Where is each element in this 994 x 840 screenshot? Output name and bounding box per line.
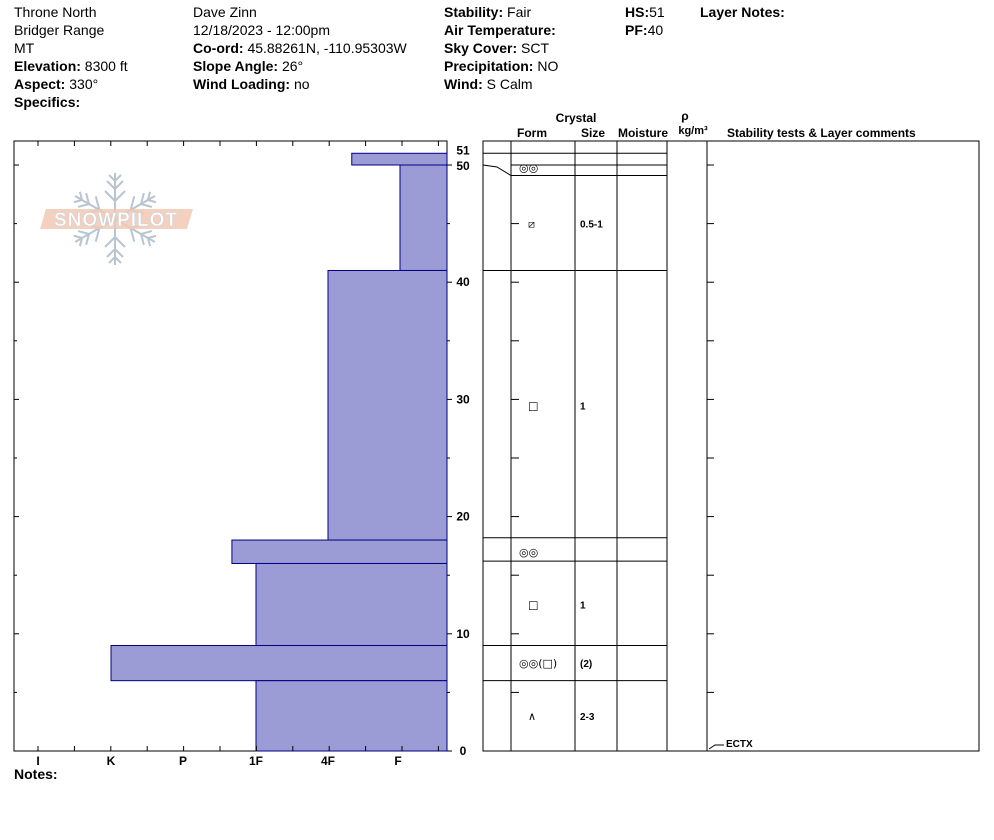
header-col1: Throne North Bridger Range MT Elevation:…	[14, 3, 128, 111]
crystal-table-rows: ◎◎ ⧄ 0.5-1 □ 1 ◎◎ □ 1 ◎◎(□) (2) ∧ 2-3	[482, 152, 667, 723]
hardness-tick-label: I	[36, 754, 39, 768]
air-temperature: Air Temperature:	[444, 22, 556, 38]
depth-axis: 0 10 20 30 40 50 51	[456, 143, 470, 758]
stability-test-pointer	[708, 744, 724, 750]
hardness-bar	[255, 680, 448, 752]
header-form: Form	[517, 126, 547, 140]
header-crystal: Crystal	[556, 111, 597, 125]
crystal-size-label: (2)	[580, 659, 592, 670]
depth-tick-label: 40	[456, 275, 470, 289]
crystal-form-symbol: ◎◎	[519, 161, 538, 174]
depth-tick-label: 51	[456, 143, 470, 157]
depth-tick-label: 50	[456, 159, 470, 173]
location-name: Throne North	[14, 4, 97, 20]
hardness-tick-label: 4F	[321, 754, 335, 768]
coordinates: Co-ord: 45.88261N, -110.95303W	[193, 40, 407, 56]
hardness-tick-label: P	[179, 754, 187, 768]
crystal-form-symbol: ⧄	[528, 218, 535, 231]
crystal-form-symbol: ∧	[528, 710, 536, 723]
elevation: Elevation: 8300 ft	[14, 58, 128, 74]
header-stability-tests: Stability tests & Layer comments	[727, 126, 916, 140]
pit-depth: PF:40	[625, 22, 664, 38]
plot-ticks	[14, 141, 452, 752]
observer-name: Dave Zinn	[193, 4, 257, 20]
header-density-unit: kg/m³	[678, 125, 708, 137]
wind-loading: Wind Loading: no	[193, 76, 310, 92]
hardness-tick-label: F	[394, 754, 401, 768]
crystal-form-symbol: ◎◎(□)	[519, 657, 557, 670]
crystal-form-symbol: □	[528, 599, 538, 612]
depth-tick-label: 30	[456, 392, 470, 406]
hardness-bar	[231, 539, 448, 564]
snow-height: HS:51	[625, 4, 665, 20]
precipitation: Precipitation: NO	[444, 58, 559, 74]
stability: Stability: Fair	[444, 4, 532, 20]
hardness-bar	[110, 645, 448, 682]
specifics: Specifics:	[14, 94, 81, 110]
logo-text: SNOWPILOT	[54, 210, 178, 231]
header-moisture: Moisture	[618, 126, 668, 140]
hardness-bar	[351, 152, 448, 166]
depth-tick-label: 10	[456, 627, 470, 641]
notes-label: Notes:	[14, 766, 58, 782]
stability-test-label: ECTX	[726, 739, 753, 750]
hardness-tick-label: K	[107, 754, 116, 768]
state-name: MT	[14, 40, 35, 56]
crystal-table	[482, 140, 980, 752]
header-size: Size	[581, 126, 605, 140]
header-col4: HS:51 PF:40	[625, 3, 665, 39]
crystal-form-symbol: ◎◎	[519, 546, 538, 559]
range-name: Bridger Range	[14, 22, 105, 38]
wind: Wind: S Calm	[444, 76, 533, 92]
crystal-form-symbol: □	[528, 399, 538, 412]
observation-datetime: 12/18/2023 - 12:00pm	[193, 22, 330, 38]
hardness-axis: I K P 1F 4F F	[36, 754, 401, 768]
layer-connector	[482, 164, 512, 176]
slope-angle: Slope Angle: 26°	[193, 58, 304, 74]
table-ticks	[511, 164, 714, 752]
crystal-size-label: 2-3	[580, 712, 595, 723]
depth-tick-label: 0	[460, 744, 467, 758]
stability-test-notes: ECTX	[708, 739, 753, 750]
aspect: Aspect: 330°	[14, 76, 99, 92]
snowpilot-logo: SNOWPILOT	[40, 173, 193, 266]
hardness-bar	[327, 269, 448, 541]
header-col2: Dave Zinn 12/18/2023 - 12:00pm Co-ord: 4…	[193, 3, 407, 93]
hardness-tick-label: 1F	[249, 754, 263, 768]
header-rho: ρ	[681, 109, 688, 123]
crystal-size-label: 0.5-1	[580, 220, 603, 231]
hardness-bar	[399, 164, 448, 271]
depth-tick-label: 20	[456, 510, 470, 524]
crystal-size-label: 1	[580, 401, 586, 412]
layer-notes-label: Layer Notes:	[700, 4, 785, 20]
sky-cover: Sky Cover: SCT	[444, 40, 550, 56]
header-col3: Stability: Fair Air Temperature: Sky Cov…	[444, 3, 558, 93]
crystal-size-label: 1	[580, 601, 586, 612]
hardness-bar	[255, 562, 448, 647]
hardness-bars	[110, 152, 448, 752]
